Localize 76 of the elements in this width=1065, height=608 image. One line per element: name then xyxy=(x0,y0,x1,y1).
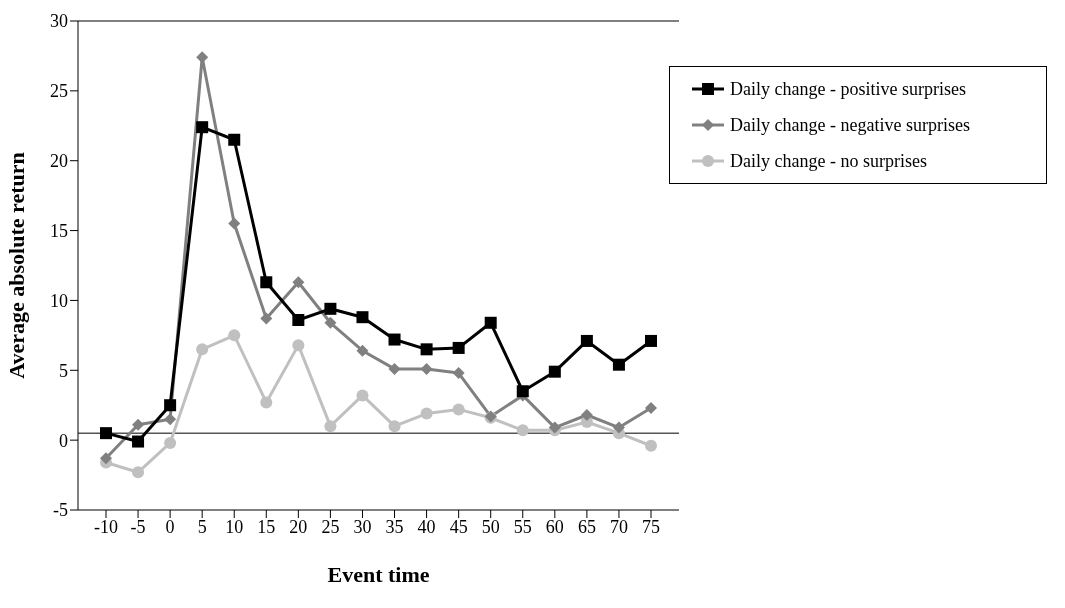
point xyxy=(324,316,337,329)
point xyxy=(516,424,529,437)
point xyxy=(164,413,177,426)
point xyxy=(452,341,465,354)
x-tick-label: 35 xyxy=(385,516,404,537)
x-axis-title: Event time xyxy=(327,562,430,587)
point xyxy=(292,313,305,326)
point xyxy=(580,334,593,347)
point xyxy=(324,302,337,315)
point xyxy=(420,343,433,356)
x-tick-label: 25 xyxy=(321,516,340,537)
point xyxy=(548,365,561,378)
point xyxy=(228,217,241,230)
x-tick-label: -5 xyxy=(130,516,146,537)
point xyxy=(292,276,305,289)
point xyxy=(420,407,433,420)
legend-label: Daily change - negative surprises xyxy=(730,114,970,136)
point xyxy=(645,334,657,347)
point xyxy=(612,358,625,371)
x-tick-label: 65 xyxy=(577,516,596,537)
point xyxy=(580,408,593,421)
y-tick-label: 10 xyxy=(50,290,68,311)
y-axis-title: Average absolute return xyxy=(3,152,29,379)
x-tick-label: 50 xyxy=(481,516,500,537)
x-tick-label: 0 xyxy=(165,516,175,537)
point xyxy=(356,344,369,357)
x-tick-label: 75 xyxy=(642,516,660,537)
point xyxy=(132,418,145,431)
point xyxy=(260,312,273,325)
point xyxy=(388,420,401,433)
point xyxy=(132,466,145,479)
legend-label: Daily change - no surprises xyxy=(730,150,927,172)
point xyxy=(132,435,145,448)
x-tick-label: 70 xyxy=(609,516,628,537)
point xyxy=(388,333,401,346)
point xyxy=(164,399,177,412)
x-tick-label: 15 xyxy=(257,516,276,537)
point xyxy=(356,389,369,402)
x-tick-label: 40 xyxy=(417,516,436,537)
x-tick-label: 20 xyxy=(289,516,308,537)
x-tick-label: 55 xyxy=(513,516,532,537)
point xyxy=(100,452,112,465)
x-tick-label: 5 xyxy=(197,516,207,537)
y-tick-label: 0 xyxy=(59,430,68,451)
point xyxy=(452,403,465,416)
y-tick-label: 15 xyxy=(50,220,68,241)
y-tick-label: 20 xyxy=(50,151,68,172)
x-tick-label: 45 xyxy=(449,516,468,537)
point xyxy=(484,316,497,329)
point xyxy=(452,367,465,380)
y-tick-label: 25 xyxy=(50,81,68,102)
point xyxy=(612,421,625,434)
y-tick-label: 30 xyxy=(50,11,68,32)
point xyxy=(164,436,177,449)
point xyxy=(645,402,657,415)
x-tick-label: 60 xyxy=(545,516,564,537)
y-tick-label: 5 xyxy=(59,360,68,381)
point xyxy=(260,396,273,409)
point xyxy=(420,362,433,375)
point xyxy=(356,311,369,324)
x-tick-label: 10 xyxy=(225,516,244,537)
point xyxy=(516,385,529,398)
point xyxy=(388,362,401,375)
point xyxy=(292,339,305,352)
point xyxy=(228,133,241,146)
x-tick-label: 30 xyxy=(353,516,372,537)
point xyxy=(100,427,112,440)
point xyxy=(196,343,209,356)
point xyxy=(324,420,337,433)
point xyxy=(645,439,657,452)
point xyxy=(260,276,273,289)
y-tick-label: -5 xyxy=(53,500,68,521)
x-tick-label: -10 xyxy=(94,516,118,537)
point xyxy=(196,121,209,134)
legend-label: Daily change - positive surprises xyxy=(730,78,966,100)
point xyxy=(228,329,241,342)
